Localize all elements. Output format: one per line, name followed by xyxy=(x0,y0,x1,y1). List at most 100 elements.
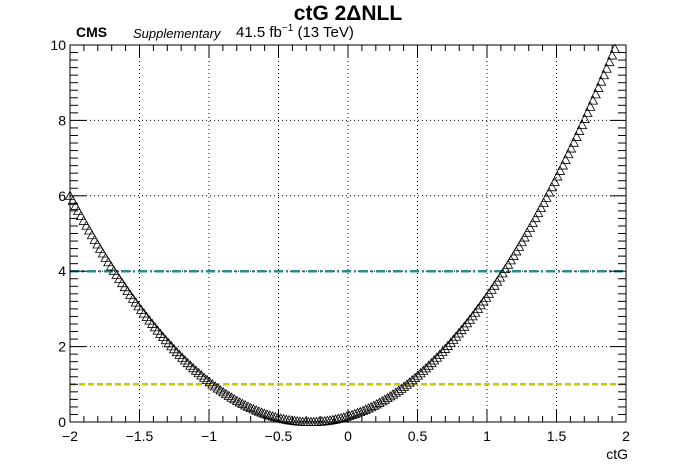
scan-point xyxy=(89,234,100,244)
scan-point xyxy=(70,200,81,210)
scan-point xyxy=(450,331,462,341)
scan-point xyxy=(103,256,114,267)
scan-point xyxy=(574,125,585,135)
scan-point xyxy=(467,310,478,321)
scan-point xyxy=(522,227,533,237)
scan-point xyxy=(596,76,607,86)
scan-point xyxy=(464,314,475,324)
scan-point xyxy=(439,343,451,353)
scan-point xyxy=(83,225,95,235)
scan-point xyxy=(527,217,538,228)
scan-point xyxy=(448,334,459,344)
scan-point xyxy=(568,137,579,147)
scan-point xyxy=(606,50,618,60)
scan-point xyxy=(601,63,612,73)
scan-point xyxy=(237,398,248,408)
scan-point xyxy=(519,232,530,242)
scan-point xyxy=(407,374,418,385)
scan-point xyxy=(81,220,92,230)
scan-point xyxy=(368,400,380,410)
scan-point xyxy=(363,403,374,413)
scan-point xyxy=(423,360,434,370)
scan-point xyxy=(590,88,601,99)
luminosity-exponent: −1 xyxy=(281,23,294,34)
scan-point xyxy=(100,252,111,262)
scan-point xyxy=(538,197,549,207)
scan-point xyxy=(609,43,621,53)
scan-point xyxy=(114,273,125,284)
scan-point xyxy=(86,229,98,240)
scan-point xyxy=(437,346,448,356)
scan-point xyxy=(253,406,265,416)
scan-point xyxy=(215,385,226,395)
scan-point xyxy=(565,143,577,153)
scan-point xyxy=(248,403,259,414)
luminosity-value: 41.5 fb xyxy=(236,24,282,41)
luminosity-label: 41.5 fb−1 (13 TeV) xyxy=(236,23,354,41)
scan-point xyxy=(204,376,215,387)
scan-point xyxy=(94,243,106,253)
scan-point xyxy=(418,365,429,375)
scan-point xyxy=(108,265,119,275)
y-tick-label-1: 2 xyxy=(58,339,66,355)
scan-point xyxy=(557,160,569,170)
scan-point xyxy=(593,82,604,92)
x-tick-labels: −2 −1.5 −1 −0.5 0 0.5 1 1.5 2 xyxy=(62,428,630,444)
scan-point xyxy=(453,328,464,338)
scan-point xyxy=(283,414,295,425)
x-tick-label-4: 0 xyxy=(344,428,352,444)
x-tick-label-1: −1.5 xyxy=(126,428,154,444)
scan-point xyxy=(513,241,525,251)
scan-point xyxy=(579,113,590,123)
y-tick-label-3: 6 xyxy=(58,188,66,204)
scan-point xyxy=(426,357,437,368)
scan-point xyxy=(585,101,596,111)
scan-points xyxy=(64,43,621,426)
scan-point xyxy=(431,352,443,362)
scan-point xyxy=(212,383,224,393)
scan-point xyxy=(530,212,541,223)
scan-point xyxy=(445,337,456,347)
scan-point xyxy=(508,250,519,260)
scan-point xyxy=(524,222,536,232)
scan-point xyxy=(322,415,333,425)
experiment-label: CMS xyxy=(76,24,108,40)
scan-point xyxy=(563,148,574,159)
scan-point xyxy=(374,397,385,407)
scan-point xyxy=(552,171,563,181)
x-tick-label-3: −0.5 xyxy=(265,428,293,444)
y-tick-label-4: 8 xyxy=(58,112,66,128)
scan-point xyxy=(412,370,423,380)
scan-point xyxy=(576,119,588,129)
scan-point xyxy=(456,324,467,335)
scan-point xyxy=(420,362,432,373)
scan-point xyxy=(231,395,243,405)
scan-point xyxy=(409,372,421,382)
scan-point xyxy=(201,374,213,385)
grid-lines xyxy=(70,45,626,422)
scan-point xyxy=(404,377,415,387)
scan-point xyxy=(554,165,566,175)
reference-lines xyxy=(70,269,626,386)
scan-point xyxy=(371,399,382,409)
scan-point xyxy=(582,107,593,117)
scan-point xyxy=(278,413,289,424)
supplementary-label: Supplementary xyxy=(133,26,221,41)
scan-point xyxy=(196,370,207,380)
scan-point xyxy=(587,95,599,105)
scan-point xyxy=(415,367,426,378)
scan-point xyxy=(97,248,109,258)
scan-point xyxy=(516,236,527,247)
scan-point xyxy=(560,154,571,164)
scan-point xyxy=(385,390,396,401)
x-tick-label-2: −1 xyxy=(201,428,217,444)
scan-point xyxy=(541,192,552,202)
scan-point xyxy=(116,277,128,288)
scan-point xyxy=(461,317,473,328)
scan-point xyxy=(245,402,256,413)
scan-point xyxy=(382,392,393,403)
scan-point xyxy=(226,392,237,402)
scan-point xyxy=(267,411,278,421)
x-tick-label-0: −2 xyxy=(62,428,78,444)
